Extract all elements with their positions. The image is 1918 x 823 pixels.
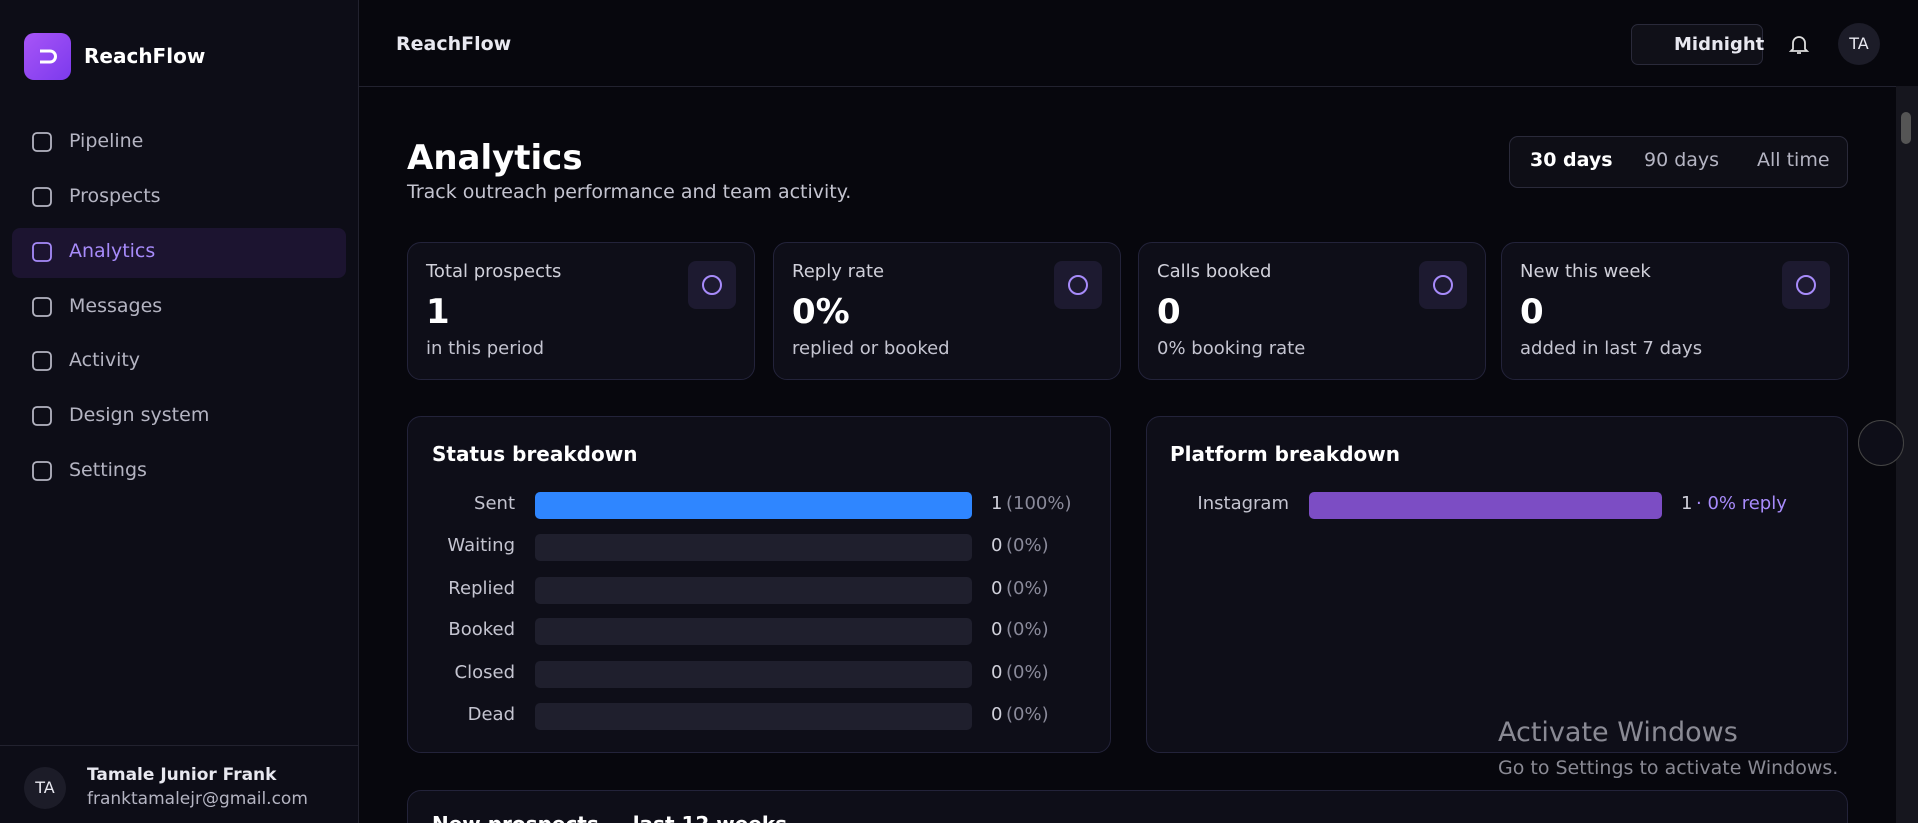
stat-value: 0% [792, 292, 850, 332]
stat-note: added in last 7 days [1520, 338, 1703, 359]
page-title: Analytics [407, 138, 583, 178]
watermark-text: Go to Settings to activate Windows. [1498, 757, 1839, 779]
bar [535, 492, 972, 519]
nav-icon [31, 405, 53, 427]
nav-item[interactable]: Activity [69, 349, 141, 371]
stat-label: Calls booked [1157, 261, 1272, 282]
platform-bar [1309, 492, 1662, 519]
range-tab[interactable]: 90 days [1644, 149, 1720, 171]
bar-track [535, 534, 972, 561]
bell[interactable] [1788, 33, 1810, 55]
watermark-title: Activate Windows [1498, 717, 1738, 748]
nav-icon [31, 131, 53, 153]
stat-icon [688, 261, 736, 309]
stat-value: 0 [1157, 292, 1181, 332]
topbar-title: ReachFlow [396, 33, 512, 55]
stat-icon [1782, 261, 1830, 309]
bar-track [535, 618, 972, 645]
avatar[interactable]: TA [1838, 23, 1880, 65]
status-label: Booked [448, 619, 515, 640]
platform-panel [1146, 416, 1848, 753]
nav-icon [31, 241, 53, 263]
brand: ReachFlow [84, 44, 206, 68]
status-count: 0 [991, 704, 1003, 725]
weekly-panel [407, 790, 1848, 823]
stat-label: Total prospects [426, 261, 562, 282]
user-name: Tamale Junior Frank [87, 765, 277, 785]
theme-button[interactable]: Midnight [1631, 24, 1764, 65]
stat-label: Reply rate [792, 261, 885, 282]
nav-item[interactable]: Analytics [69, 240, 156, 262]
status-count: 0 [991, 535, 1003, 556]
nav-item[interactable]: Design system [69, 404, 210, 426]
nav-icon [31, 186, 53, 208]
status-label: Replied [448, 578, 515, 599]
status-count: 0 [991, 619, 1003, 640]
panel-title: Status breakdown [432, 442, 638, 466]
bar-track [535, 577, 972, 604]
platform-count: 1 [1681, 493, 1693, 514]
status-label: Sent [474, 493, 515, 514]
status-count: 0 [991, 662, 1003, 683]
stat-note: in this period [426, 338, 545, 359]
page-subtitle: Track outreach performance and team acti… [407, 181, 852, 203]
scrollbar [1896, 86, 1918, 823]
range-tab[interactable]: All time [1757, 149, 1830, 171]
stat-label: New this week [1520, 261, 1651, 282]
status-label: Closed [454, 662, 515, 683]
stat-value: 1 [426, 292, 450, 332]
sidebar-footer-border [0, 745, 358, 746]
status-label: Waiting [447, 535, 515, 556]
status-percent: (100%) [1006, 493, 1072, 514]
nav-item[interactable]: Pipeline [69, 130, 144, 152]
stat-icon [1054, 261, 1102, 309]
range-tab[interactable]: 30 days [1530, 149, 1613, 171]
platform-reply: · 0% reply [1696, 493, 1787, 514]
status-percent: (0%) [1006, 704, 1049, 725]
stat-note: replied or booked [792, 338, 950, 359]
status-percent: (0%) [1006, 662, 1049, 683]
user-avatar: TA [24, 767, 66, 809]
nav-item[interactable]: Prospects [69, 185, 161, 207]
panel-title: New prospects — last 12 weeks [432, 812, 787, 823]
nav-active-bg [12, 228, 346, 278]
range-tabs [1509, 136, 1848, 188]
nav-icon [31, 350, 53, 372]
nav-item[interactable]: Settings [69, 459, 147, 481]
bar-track [535, 703, 972, 730]
nav-icon [31, 296, 53, 318]
bar-track [535, 661, 972, 688]
side-fab[interactable] [1858, 420, 1904, 466]
stat-note: 0% booking rate [1157, 338, 1306, 359]
status-percent: (0%) [1006, 535, 1049, 556]
status-percent: (0%) [1006, 578, 1049, 599]
nav-icon [31, 460, 53, 482]
status-label: Dead [467, 704, 515, 725]
status-count: 0 [991, 578, 1003, 599]
stat-icon [1419, 261, 1467, 309]
user-email: franktamalejr@gmail.com [87, 789, 308, 809]
panel-title: Platform breakdown [1170, 442, 1400, 466]
platform-label: Instagram [1197, 493, 1289, 514]
stat-value: 0 [1520, 292, 1544, 332]
nav-item[interactable]: Messages [69, 295, 163, 317]
logo [24, 33, 71, 80]
status-percent: (0%) [1006, 619, 1049, 640]
sidebar [0, 0, 359, 823]
topbar [359, 0, 1896, 87]
status-count: 1 [991, 493, 1003, 514]
